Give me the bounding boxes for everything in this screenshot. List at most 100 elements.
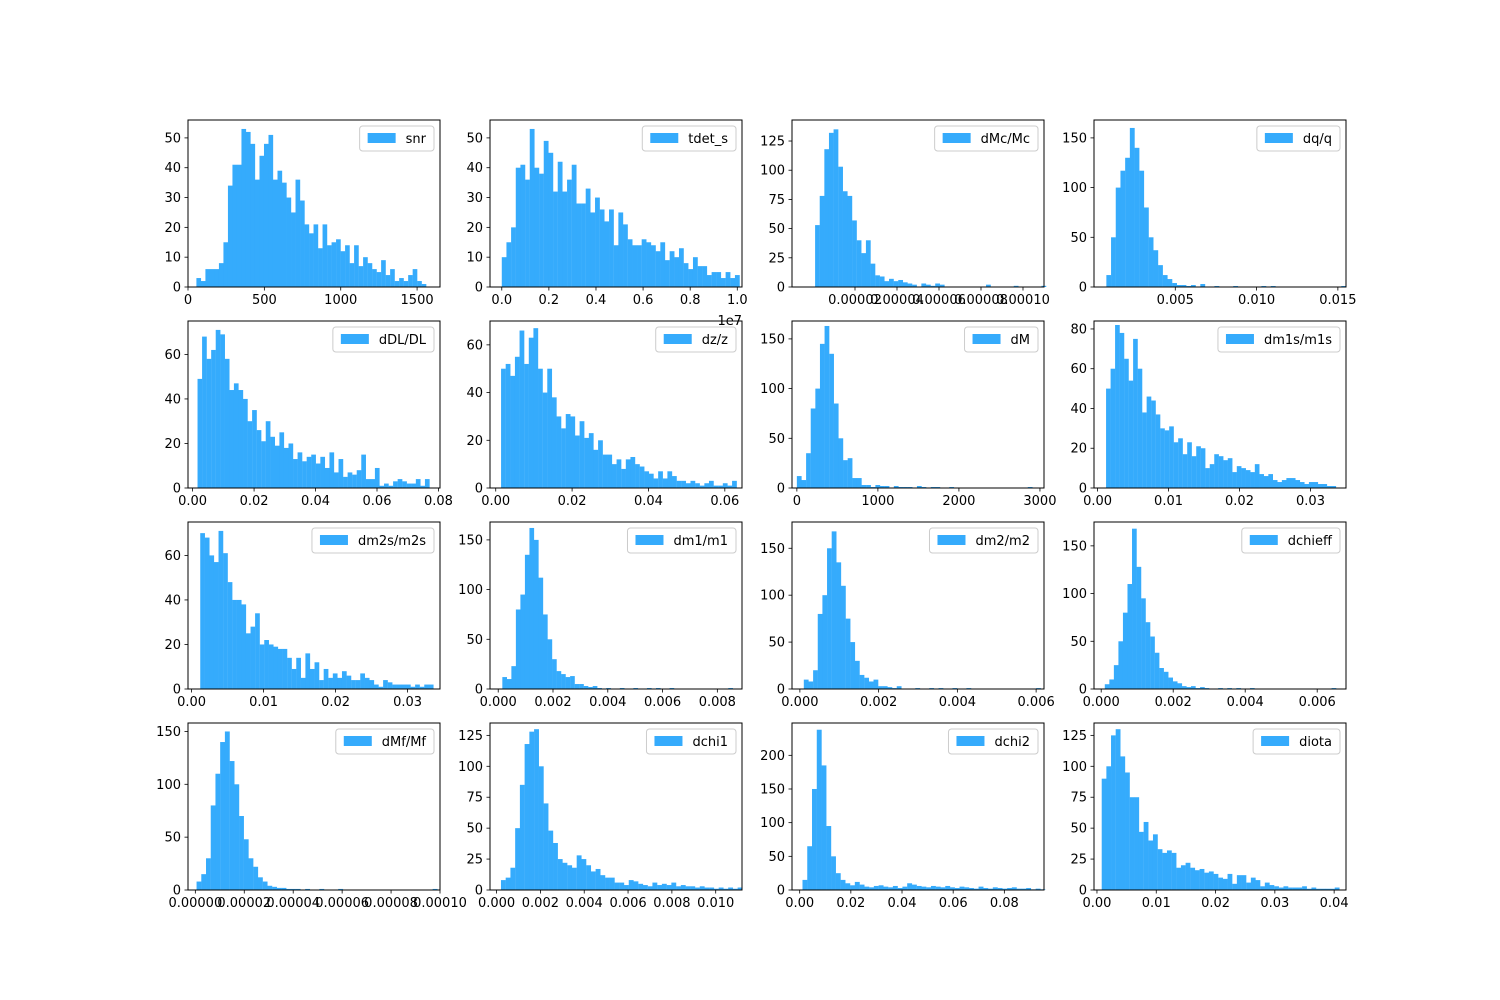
y-tick-label: 30 [466, 191, 483, 206]
histogram-bar [520, 594, 526, 689]
histogram-bar [627, 239, 633, 287]
x-tick-label: 0.0 [491, 293, 512, 308]
histogram-bar [978, 886, 984, 890]
histogram-bar [1129, 797, 1135, 890]
x-tick-label: 1.0 [727, 293, 748, 308]
histogram-bar [725, 272, 731, 287]
y-tick-label: 50 [164, 831, 181, 846]
axes-frame [1093, 119, 1347, 288]
y-tick-label: 20 [466, 434, 483, 449]
subplot-dq-q: 0.005 0.010 0.015 0 50 100 150 dq/q [1062, 119, 1356, 308]
histogram-bar [506, 242, 512, 287]
subplot-dm: 0 1000 2000 3000 0 50 100 150 dM [760, 320, 1056, 509]
histogram-bar [704, 887, 710, 890]
histogram-bar [314, 662, 320, 689]
histogram-bar [614, 882, 620, 890]
histogram-bar [945, 885, 951, 890]
histogram-bar [505, 363, 511, 488]
histogram-bar [408, 275, 413, 287]
histogram-bar [295, 888, 301, 890]
histogram-bar [865, 240, 871, 287]
histogram-bar [364, 677, 370, 689]
histogram-bar [887, 687, 893, 689]
histogram-bar [313, 224, 319, 288]
histogram-bar [803, 679, 809, 689]
histogram-bar [925, 284, 931, 287]
histogram-bar [337, 677, 343, 689]
x-tick-label: 0.004 [566, 896, 603, 911]
histogram-bar [713, 888, 719, 890]
legend-swatch [319, 535, 348, 545]
histogram-bar [1134, 147, 1140, 287]
histogram-bar [667, 471, 673, 488]
legend-dm: dM [964, 326, 1039, 353]
histogram-bar [930, 285, 936, 287]
axes-frame [489, 521, 743, 690]
y-tick-label: 0 [777, 683, 785, 698]
histogram-bar [720, 278, 726, 287]
histogram-bar [354, 245, 359, 287]
histogram-bar [1263, 476, 1269, 488]
bars-dmc-mc [815, 129, 1047, 287]
histogram-bar [538, 766, 544, 890]
histogram-bar [261, 441, 266, 488]
legend-ddl-dl: dDL/DL [332, 326, 435, 353]
legend-swatch [650, 133, 679, 143]
histogram-bar [605, 877, 610, 890]
histogram-bar [1129, 127, 1135, 287]
histogram-bar [319, 680, 324, 689]
histogram-bar [655, 251, 661, 287]
x-tick-label: 0.002 [522, 896, 559, 911]
histogram-bar [592, 686, 598, 689]
histogram-bar [1326, 486, 1332, 488]
legend-swatch [367, 133, 396, 143]
y-tick-label: 125 [458, 729, 483, 744]
histogram-bar [600, 875, 606, 890]
histogram-bar [276, 887, 282, 890]
legend-label: dMf/Mf [382, 735, 427, 750]
x-tick-label: 0.00004 [266, 896, 320, 911]
histogram-bar [1306, 888, 1312, 890]
legend-box [645, 728, 737, 755]
axes-frame [791, 320, 1045, 489]
histogram-bar [296, 657, 301, 689]
histogram-bar [1269, 885, 1275, 890]
histogram-bar [347, 472, 353, 488]
histogram-bar [1026, 887, 1032, 890]
histogram-bar [1124, 358, 1129, 488]
bars-dmf-mf [196, 731, 438, 890]
histogram-bar [616, 459, 622, 488]
histogram-bar [369, 680, 375, 689]
histogram-bar [293, 459, 298, 488]
histogram-bar [875, 275, 880, 287]
histogram-bar [869, 887, 875, 890]
y-tick-label: 150 [1062, 539, 1087, 554]
histogram-bar [403, 281, 409, 287]
x-tick-label: 0.03 [1260, 896, 1289, 911]
histogram-bar [852, 478, 858, 488]
histogram-bar [410, 686, 416, 689]
histogram-bar [360, 673, 365, 689]
x-tick-label: 0.00 [1082, 896, 1111, 911]
legend-label: dz/z [702, 333, 728, 348]
histogram-bar [210, 805, 216, 890]
x-tick-label: 0 [184, 293, 192, 308]
histogram-bar [864, 677, 870, 689]
x-tick-label: 0.01 [1142, 896, 1171, 911]
x-tick-label: 0 [793, 494, 801, 509]
y-tick-label: 50 [768, 432, 785, 447]
histogram-bar [641, 239, 647, 287]
histogram-bar [1181, 285, 1187, 287]
histogram-bar [232, 599, 237, 689]
histogram-bar [651, 245, 656, 287]
y-tick-label: 150 [458, 533, 483, 548]
histogram-bar [543, 140, 549, 288]
histogram-bar [646, 242, 652, 287]
histogram-bar [802, 879, 808, 890]
histogram-bar [397, 479, 403, 488]
histogram-bar [1325, 888, 1331, 890]
y-tick-label: 20 [1070, 442, 1087, 457]
histogram-bar [921, 283, 927, 287]
axes-frame [1093, 320, 1347, 489]
